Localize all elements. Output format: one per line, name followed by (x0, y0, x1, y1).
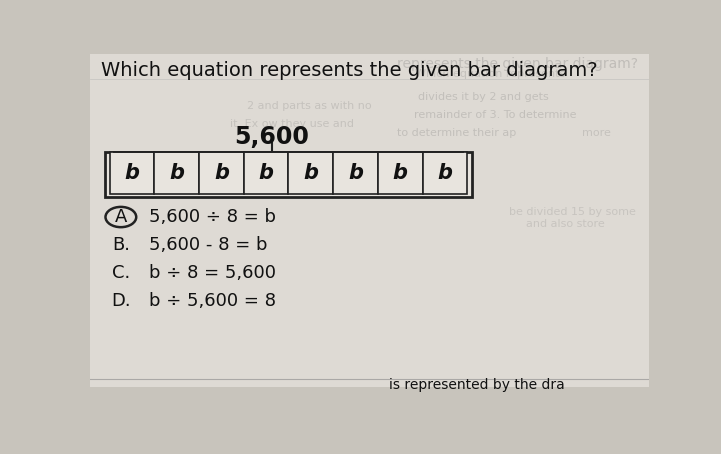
Bar (244, 152, 288, 194)
Bar (333, 152, 378, 194)
Text: more: more (582, 128, 611, 138)
Bar (199, 152, 244, 194)
Bar (110, 152, 154, 194)
Text: 5,600 ÷ 8 = b: 5,600 ÷ 8 = b (149, 208, 276, 226)
Text: remainder of 3. To determine: remainder of 3. To determine (414, 109, 577, 119)
Text: b: b (214, 163, 229, 183)
Text: b: b (169, 163, 185, 183)
Text: b: b (259, 163, 274, 183)
Text: b: b (438, 163, 453, 183)
Text: b ÷ 5,600 = 8: b ÷ 5,600 = 8 (149, 292, 276, 310)
Text: B.: B. (112, 236, 130, 254)
Text: it. Ex ow they use and: it. Ex ow they use and (230, 118, 354, 128)
Text: to determine their ap: to determine their ap (397, 128, 517, 138)
Text: A: A (115, 208, 127, 226)
Text: D.: D. (111, 292, 131, 310)
Text: and also store: and also store (526, 219, 605, 229)
Text: 5,600: 5,600 (234, 125, 309, 148)
Text: 5,600 - 8 = b: 5,600 - 8 = b (149, 236, 267, 254)
Bar (154, 152, 199, 194)
Bar (423, 152, 467, 194)
Text: is represented by the dra: is represented by the dra (389, 378, 565, 392)
Text: be divided 15 by some: be divided 15 by some (509, 207, 636, 217)
Text: represents the given bar diagram?: represents the given bar diagram? (397, 57, 638, 71)
Text: 2 and parts as with no: 2 and parts as with no (247, 101, 371, 111)
Bar (288, 152, 333, 194)
Text: C.: C. (112, 264, 130, 282)
Text: Which equation represents: Which equation represents (415, 69, 565, 79)
Bar (378, 152, 423, 194)
Text: Which equation represents the given bar diagram?: Which equation represents the given bar … (101, 61, 598, 80)
Text: b: b (393, 163, 408, 183)
Bar (105, 152, 472, 197)
Text: b ÷ 8 = 5,600: b ÷ 8 = 5,600 (149, 264, 276, 282)
Text: b: b (348, 163, 363, 183)
Text: b: b (125, 163, 140, 183)
Text: b: b (304, 163, 319, 183)
Text: divides it by 2 and gets: divides it by 2 and gets (417, 92, 548, 102)
